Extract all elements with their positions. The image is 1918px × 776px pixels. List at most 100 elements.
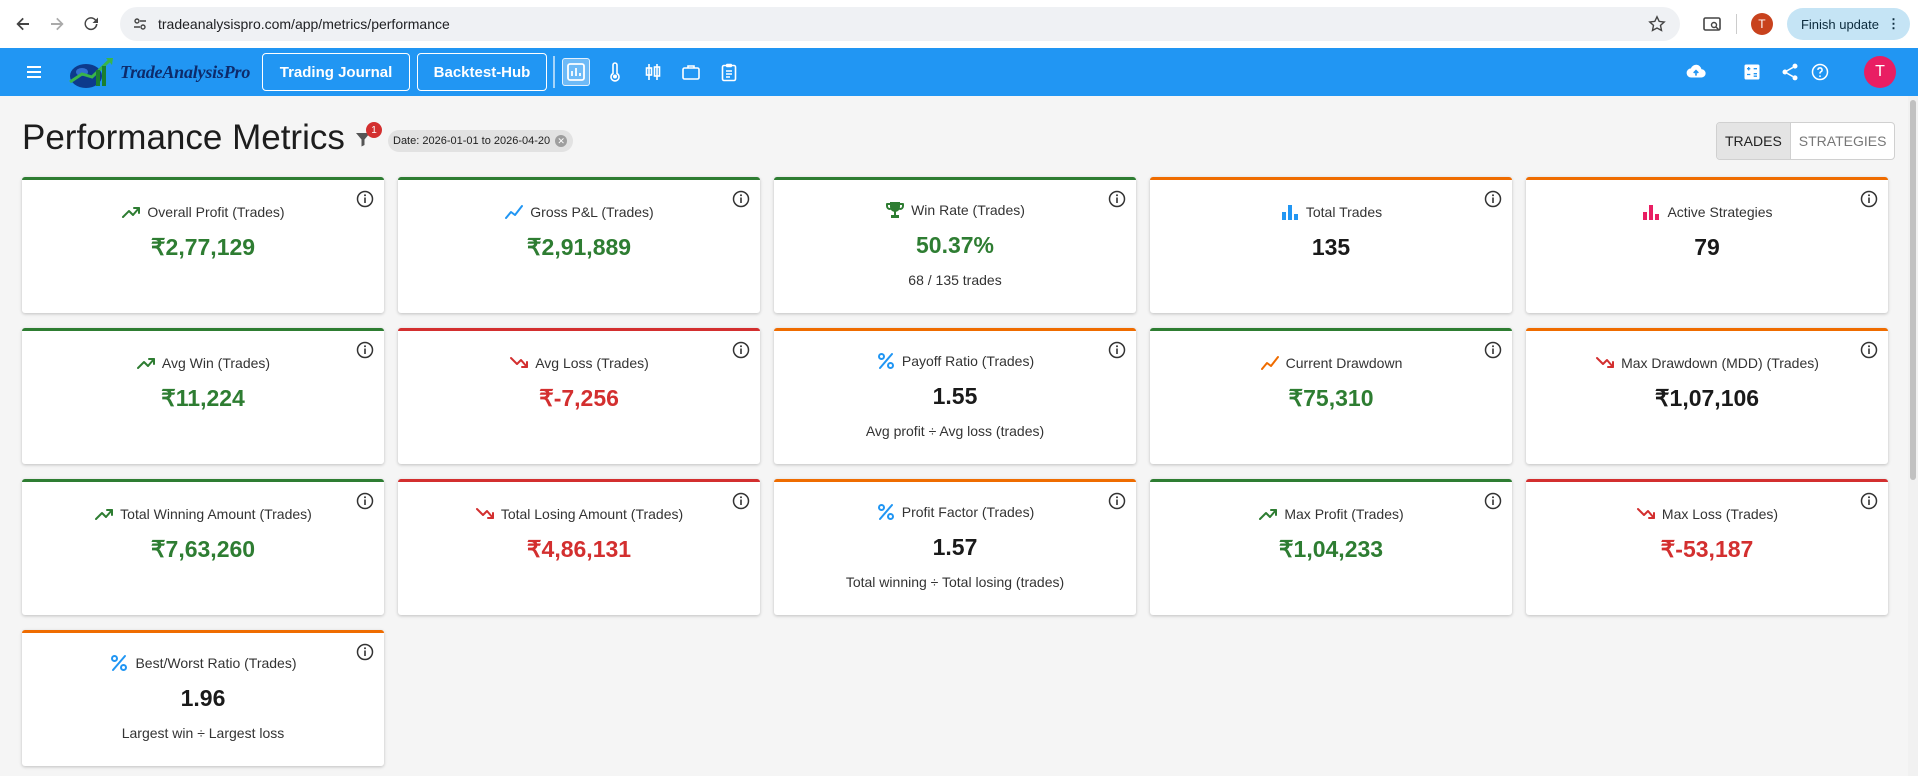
- trading-journal-button[interactable]: Trading Journal: [262, 53, 410, 91]
- metric-value: ₹1,07,106: [1654, 385, 1760, 411]
- info-icon[interactable]: [732, 492, 750, 510]
- metric-subtext: 68 / 135 trades: [908, 272, 1002, 288]
- metric-header: Payoff Ratio (Trades): [774, 351, 1136, 371]
- metric-subtext: Avg profit ÷ Avg loss (trades): [865, 423, 1045, 439]
- cloud-upload-icon[interactable]: [1684, 60, 1708, 84]
- metric-header: Max Loss (Trades): [1526, 504, 1888, 524]
- info-icon[interactable]: [356, 190, 374, 208]
- app-bar: TradeAnalysisPro Trading Journal Backtes…: [0, 48, 1918, 96]
- address-bar[interactable]: tradeanalysispro.com/app/metrics/perform…: [120, 7, 1680, 41]
- metric-card: Avg Loss (Trades) ₹-7,256: [398, 328, 760, 464]
- metric-header: Gross P&L (Trades): [398, 202, 760, 222]
- metric-header: Total Trades: [1150, 202, 1512, 222]
- metrics-chart-icon[interactable]: [562, 58, 590, 86]
- metric-card: Current Drawdown ₹75,310: [1150, 328, 1512, 464]
- metric-title: Max Loss (Trades): [1661, 506, 1779, 522]
- info-icon[interactable]: [356, 643, 374, 661]
- trending-up-icon: [121, 202, 141, 222]
- view-toggle: TRADES STRATEGIES: [1716, 122, 1896, 160]
- metric-header: Overall Profit (Trades): [22, 202, 384, 222]
- logo-text: TradeAnalysisPro: [120, 61, 251, 82]
- percent-icon: [876, 502, 896, 522]
- bookmark-star-icon[interactable]: [1648, 15, 1666, 33]
- backtest-hub-button[interactable]: Backtest-Hub: [417, 53, 547, 91]
- metric-card: Overall Profit (Trades) ₹2,77,129: [22, 177, 384, 313]
- trending-down-icon: [509, 353, 529, 373]
- chip-close-icon[interactable]: ✕: [555, 135, 568, 147]
- share-icon[interactable]: [1778, 60, 1802, 84]
- calculator-icon[interactable]: [1740, 60, 1764, 84]
- info-icon[interactable]: [732, 341, 750, 359]
- finish-update-button[interactable]: Finish update ⋮: [1786, 8, 1910, 40]
- metric-header: Total Losing Amount (Trades): [398, 504, 760, 524]
- info-icon[interactable]: [1860, 492, 1878, 510]
- metric-title: Best/Worst Ratio (Trades): [135, 655, 297, 671]
- help-icon[interactable]: [1808, 60, 1832, 84]
- page-title: Performance Metrics: [22, 118, 345, 157]
- metric-card: Max Loss (Trades) ₹-53,187: [1526, 479, 1888, 615]
- info-icon[interactable]: [732, 190, 750, 208]
- info-icon[interactable]: [1484, 341, 1502, 359]
- metric-value: ₹1,04,233: [1278, 536, 1384, 562]
- app-logo[interactable]: TradeAnalysisPro: [66, 52, 250, 92]
- info-icon[interactable]: [356, 341, 374, 359]
- metric-card: Win Rate (Trades) 50.37% 68 / 135 trades: [774, 177, 1136, 313]
- info-icon[interactable]: [356, 492, 374, 510]
- toolbar-divider: [1735, 14, 1737, 34]
- back-icon[interactable]: [10, 11, 36, 37]
- metric-value: ₹2,91,889: [526, 234, 632, 260]
- info-icon[interactable]: [1860, 190, 1878, 208]
- toolbar-divider: [553, 56, 555, 88]
- user-avatar[interactable]: T: [1864, 56, 1896, 88]
- metric-value: 135: [1311, 234, 1351, 260]
- browser-toolbar: tradeanalysispro.com/app/metrics/perform…: [0, 0, 1918, 48]
- metric-header: Avg Win (Trades): [22, 353, 384, 373]
- info-icon[interactable]: [1108, 492, 1126, 510]
- metric-title: Gross P&L (Trades): [530, 204, 654, 220]
- metric-title: Max Profit (Trades): [1284, 506, 1404, 522]
- metric-card: Total Winning Amount (Trades) ₹7,63,260: [22, 479, 384, 615]
- search-tabs-icon[interactable]: [1702, 14, 1722, 34]
- show-chart-icon: [1260, 353, 1280, 373]
- metric-header: Max Profit (Trades): [1150, 504, 1512, 524]
- info-icon[interactable]: [1484, 190, 1502, 208]
- metric-header: Active Strategies: [1526, 202, 1888, 222]
- site-info-icon[interactable]: [132, 16, 148, 32]
- thermometer-icon[interactable]: [601, 58, 629, 86]
- metric-card: Max Profit (Trades) ₹1,04,233: [1150, 479, 1512, 615]
- browser-profile-avatar[interactable]: T: [1750, 13, 1773, 35]
- metric-header: Win Rate (Trades): [774, 200, 1136, 220]
- metric-title: Profit Factor (Trades): [901, 504, 1035, 520]
- reload-icon[interactable]: [78, 11, 104, 37]
- candlestick-icon[interactable]: [639, 58, 667, 86]
- scrollbar-thumb[interactable]: [1910, 100, 1916, 480]
- toggle-trades[interactable]: TRADES: [1717, 123, 1790, 159]
- filter-icon[interactable]: [354, 130, 372, 148]
- metric-card: Avg Win (Trades) ₹11,224: [22, 328, 384, 464]
- metric-card: Total Trades 135: [1150, 177, 1512, 313]
- metric-title: Avg Win (Trades): [161, 355, 271, 371]
- clipboard-icon[interactable]: [715, 58, 743, 86]
- info-icon[interactable]: [1484, 492, 1502, 510]
- menu-icon[interactable]: [24, 62, 44, 82]
- info-icon[interactable]: [1108, 341, 1126, 359]
- metric-title: Max Drawdown (MDD) (Trades): [1621, 355, 1819, 371]
- bar-chart-icon: [1641, 202, 1661, 222]
- info-icon[interactable]: [1860, 341, 1878, 359]
- url-text[interactable]: tradeanalysispro.com/app/metrics/perform…: [158, 16, 450, 32]
- metric-value: ₹-7,256: [539, 385, 619, 411]
- trending-up-icon: [136, 353, 156, 373]
- forward-icon[interactable]: [44, 11, 70, 37]
- toggle-strategies[interactable]: STRATEGIES: [1789, 123, 1895, 159]
- metric-value: ₹11,224: [161, 385, 245, 411]
- date-filter-chip[interactable]: Date: 2026-01-01 to 2026-04-20 ✕: [388, 130, 574, 152]
- trophy-icon: [885, 200, 905, 220]
- metric-title: Payoff Ratio (Trades): [901, 353, 1035, 369]
- metric-subtext: Largest win ÷ Largest loss: [121, 725, 285, 741]
- briefcase-icon[interactable]: [677, 58, 705, 86]
- percent-icon: [876, 351, 896, 371]
- filter-count-badge: 1: [366, 122, 382, 138]
- metric-header: Best/Worst Ratio (Trades): [22, 653, 384, 673]
- info-icon[interactable]: [1108, 190, 1126, 208]
- metric-title: Win Rate (Trades): [911, 202, 1025, 218]
